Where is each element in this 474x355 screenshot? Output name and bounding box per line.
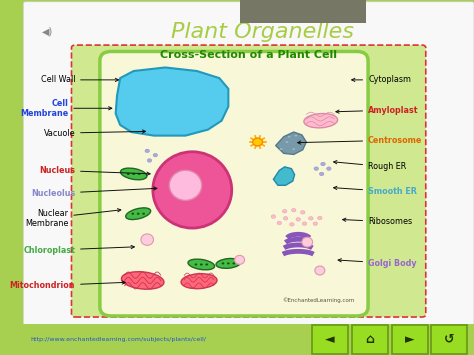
Ellipse shape — [271, 215, 276, 218]
Ellipse shape — [120, 168, 147, 180]
Text: Chloroplast: Chloroplast — [23, 245, 134, 255]
FancyBboxPatch shape — [23, 324, 474, 355]
Ellipse shape — [141, 234, 154, 245]
Ellipse shape — [216, 258, 241, 268]
Ellipse shape — [304, 114, 337, 128]
Text: Nucleolus: Nucleolus — [31, 187, 157, 198]
Ellipse shape — [205, 263, 208, 266]
Ellipse shape — [235, 255, 245, 264]
Ellipse shape — [288, 136, 291, 137]
Ellipse shape — [319, 172, 324, 176]
Ellipse shape — [298, 141, 301, 143]
Ellipse shape — [321, 162, 325, 166]
Text: Cross-Section of a Plant Cell: Cross-Section of a Plant Cell — [160, 50, 337, 60]
Ellipse shape — [181, 274, 217, 289]
FancyBboxPatch shape — [312, 325, 348, 354]
Ellipse shape — [302, 222, 307, 225]
Ellipse shape — [132, 173, 135, 175]
Text: Amyloplast: Amyloplast — [336, 105, 419, 115]
Text: Cytoplasm: Cytoplasm — [352, 75, 411, 84]
Text: Cell
Membrane: Cell Membrane — [20, 99, 112, 118]
FancyBboxPatch shape — [100, 51, 368, 316]
Text: Ribosomes: Ribosomes — [343, 217, 412, 226]
Ellipse shape — [286, 141, 288, 143]
Ellipse shape — [318, 216, 322, 220]
Ellipse shape — [292, 148, 295, 150]
Ellipse shape — [277, 221, 282, 225]
FancyBboxPatch shape — [23, 2, 474, 327]
Text: Smooth ER: Smooth ER — [334, 186, 417, 196]
Ellipse shape — [188, 259, 215, 270]
Ellipse shape — [283, 209, 287, 213]
Ellipse shape — [153, 153, 157, 157]
Ellipse shape — [221, 262, 224, 264]
Ellipse shape — [127, 173, 129, 175]
Polygon shape — [276, 132, 306, 154]
Text: Vacuole: Vacuole — [44, 129, 146, 138]
FancyBboxPatch shape — [352, 325, 388, 354]
Ellipse shape — [121, 272, 164, 289]
Text: ©EnchantedLearning.com: ©EnchantedLearning.com — [282, 297, 355, 303]
Ellipse shape — [295, 135, 297, 136]
Ellipse shape — [296, 218, 301, 221]
Text: Rough ER: Rough ER — [334, 160, 406, 171]
Ellipse shape — [301, 211, 305, 214]
Ellipse shape — [142, 213, 145, 215]
Ellipse shape — [169, 170, 202, 200]
Ellipse shape — [131, 213, 134, 215]
Ellipse shape — [315, 266, 325, 275]
Ellipse shape — [253, 138, 263, 146]
Ellipse shape — [232, 262, 235, 264]
Ellipse shape — [309, 217, 313, 220]
Ellipse shape — [292, 208, 296, 212]
Text: Nucleus: Nucleus — [39, 166, 150, 175]
Ellipse shape — [290, 223, 294, 226]
Text: Cell Wall: Cell Wall — [41, 75, 118, 84]
Text: ↺: ↺ — [444, 333, 455, 346]
Text: ►: ► — [405, 333, 414, 346]
Ellipse shape — [200, 263, 203, 266]
Ellipse shape — [194, 263, 197, 266]
Text: ⌂: ⌂ — [365, 333, 374, 346]
Text: http://www.enchantedlearning.com/subjects/plants/cell/: http://www.enchantedlearning.com/subject… — [30, 337, 206, 342]
Polygon shape — [116, 67, 228, 136]
Ellipse shape — [283, 217, 288, 220]
Ellipse shape — [314, 167, 319, 170]
Ellipse shape — [147, 159, 152, 162]
Ellipse shape — [145, 149, 149, 153]
Text: Plant Organelles: Plant Organelles — [171, 22, 354, 42]
Polygon shape — [273, 167, 295, 185]
Ellipse shape — [138, 173, 140, 175]
FancyBboxPatch shape — [72, 45, 426, 317]
Ellipse shape — [327, 167, 331, 170]
Text: ◀): ◀) — [42, 27, 54, 37]
Ellipse shape — [153, 152, 232, 228]
Ellipse shape — [126, 208, 151, 219]
Text: Mitochondrion: Mitochondrion — [9, 281, 125, 290]
Ellipse shape — [302, 237, 313, 247]
FancyBboxPatch shape — [240, 0, 366, 23]
FancyBboxPatch shape — [431, 325, 467, 354]
Ellipse shape — [227, 262, 230, 264]
Text: Golgi Body: Golgi Body — [338, 259, 417, 268]
Text: ◄: ◄ — [325, 333, 335, 346]
Ellipse shape — [313, 222, 318, 225]
Ellipse shape — [280, 148, 283, 150]
Text: Centrosome: Centrosome — [298, 136, 422, 145]
Text: Nuclear
Membrane: Nuclear Membrane — [25, 209, 121, 228]
FancyBboxPatch shape — [392, 325, 428, 354]
Ellipse shape — [137, 213, 139, 215]
